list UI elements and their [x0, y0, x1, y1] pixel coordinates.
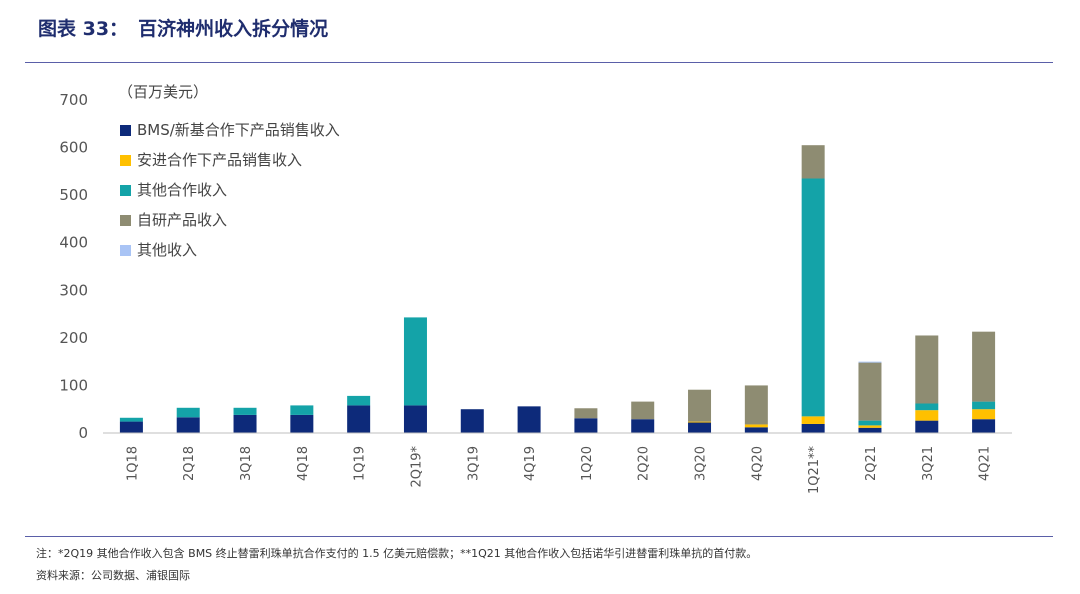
bar-segment — [176, 417, 200, 433]
stacked-bar-chart: 0 100 200 300 400 500 600 700 （百万美元） 1Q18 2Q18 3Q18… — [59, 83, 1012, 495]
x-tick-label: 4Q21 — [978, 446, 993, 481]
y-tick-label: 300 — [59, 281, 88, 299]
bar-segment — [915, 410, 939, 421]
bar-segment — [233, 407, 257, 415]
top-divider — [25, 62, 1053, 63]
legend-label: 安进合作下产品销售收入 — [137, 151, 302, 169]
x-tick-label: 4Q19 — [523, 446, 538, 481]
legend-swatch — [120, 155, 131, 166]
x-tick-label: 3Q19 — [466, 446, 481, 481]
bar-segment — [744, 385, 768, 425]
legend-label: 其他收入 — [137, 241, 197, 259]
bar-segment — [972, 401, 996, 410]
legend-swatch — [120, 125, 131, 136]
x-tick-label: 1Q18 — [125, 446, 140, 481]
x-tick-label: 1Q20 — [580, 446, 595, 481]
legend-swatch — [120, 245, 131, 256]
y-tick-label: 600 — [59, 139, 88, 157]
figure-title-text: 百济神州收入拆分情况 — [138, 18, 329, 40]
x-tick-label: 3Q20 — [694, 446, 709, 481]
y-tick-label: 200 — [59, 329, 88, 347]
bar-segment — [858, 427, 882, 433]
bar-segment — [517, 406, 541, 433]
x-tick-label: 4Q20 — [750, 446, 765, 481]
x-tick-label: 2Q19* — [409, 446, 424, 488]
bar-segment — [574, 408, 598, 419]
x-tick-label: 1Q21** — [807, 446, 822, 495]
bar-segment — [801, 423, 825, 433]
bar-segment — [744, 427, 768, 433]
bar-segment — [915, 403, 939, 411]
bar-segment — [858, 361, 882, 363]
bar-segment — [403, 405, 427, 433]
y-tick-label: 400 — [59, 234, 88, 252]
x-tick-label: 3Q18 — [239, 446, 254, 481]
bar-segment — [744, 424, 768, 428]
bar-segment — [801, 145, 825, 179]
bar-segment — [688, 422, 712, 433]
figure-title: 图表 33： 百济神州收入拆分情况 — [38, 14, 328, 41]
bar-segment — [233, 414, 257, 433]
bar-segment — [460, 409, 484, 433]
x-tick-label: 1Q19 — [353, 446, 368, 481]
bar-segment — [915, 335, 939, 404]
bar-segment — [347, 395, 371, 406]
bar-segment — [858, 420, 882, 426]
y-tick-label: 500 — [59, 186, 88, 204]
legend-swatch — [120, 215, 131, 226]
x-tick-label: 2Q18 — [182, 446, 197, 481]
bar-segment — [631, 419, 655, 433]
figure-label: 图表 33： — [38, 18, 129, 40]
legend-swatch — [120, 185, 131, 196]
bar-segment — [119, 417, 143, 422]
bar-segment — [972, 419, 996, 433]
bar-segment — [972, 409, 996, 420]
unit-label: （百万美元） — [118, 83, 208, 101]
bar-segment — [119, 421, 143, 433]
y-tick-label: 0 — [78, 424, 88, 442]
bar-segment — [688, 421, 712, 423]
bar-segment — [915, 420, 939, 433]
bar-segment — [176, 407, 200, 418]
x-tick-label: 2Q21 — [864, 446, 879, 481]
bar-segment — [801, 416, 825, 424]
legend-label: 其他合作收入 — [137, 181, 227, 199]
x-tick-label: 3Q21 — [921, 446, 936, 481]
bar-segment — [290, 414, 314, 433]
y-tick-label: 700 — [59, 91, 88, 109]
bar-segment — [858, 425, 882, 428]
source-note: 资料来源：公司数据、浦银国际 — [36, 569, 190, 582]
bar-segment — [290, 405, 314, 415]
bar-segment — [631, 401, 655, 420]
bar-segment — [574, 418, 598, 433]
bar-segment — [688, 389, 712, 422]
x-tick-label: 2Q20 — [637, 446, 652, 481]
bar-segment — [403, 317, 427, 406]
y-tick-label: 100 — [59, 376, 88, 394]
legend-label: BMS/新基合作下产品销售收入 — [137, 121, 340, 139]
bar-segment — [972, 331, 996, 402]
legend-label: 自研产品收入 — [137, 211, 227, 229]
bar-segment — [347, 405, 371, 433]
bar-segment — [801, 178, 825, 417]
bottom-divider — [25, 536, 1053, 537]
x-tick-label: 4Q18 — [296, 446, 311, 481]
bar-segment — [858, 362, 882, 421]
footnote: 注：*2Q19 其他合作收入包含 BMS 终止替雷利珠单抗合作支付的 1.5 亿… — [36, 547, 758, 560]
